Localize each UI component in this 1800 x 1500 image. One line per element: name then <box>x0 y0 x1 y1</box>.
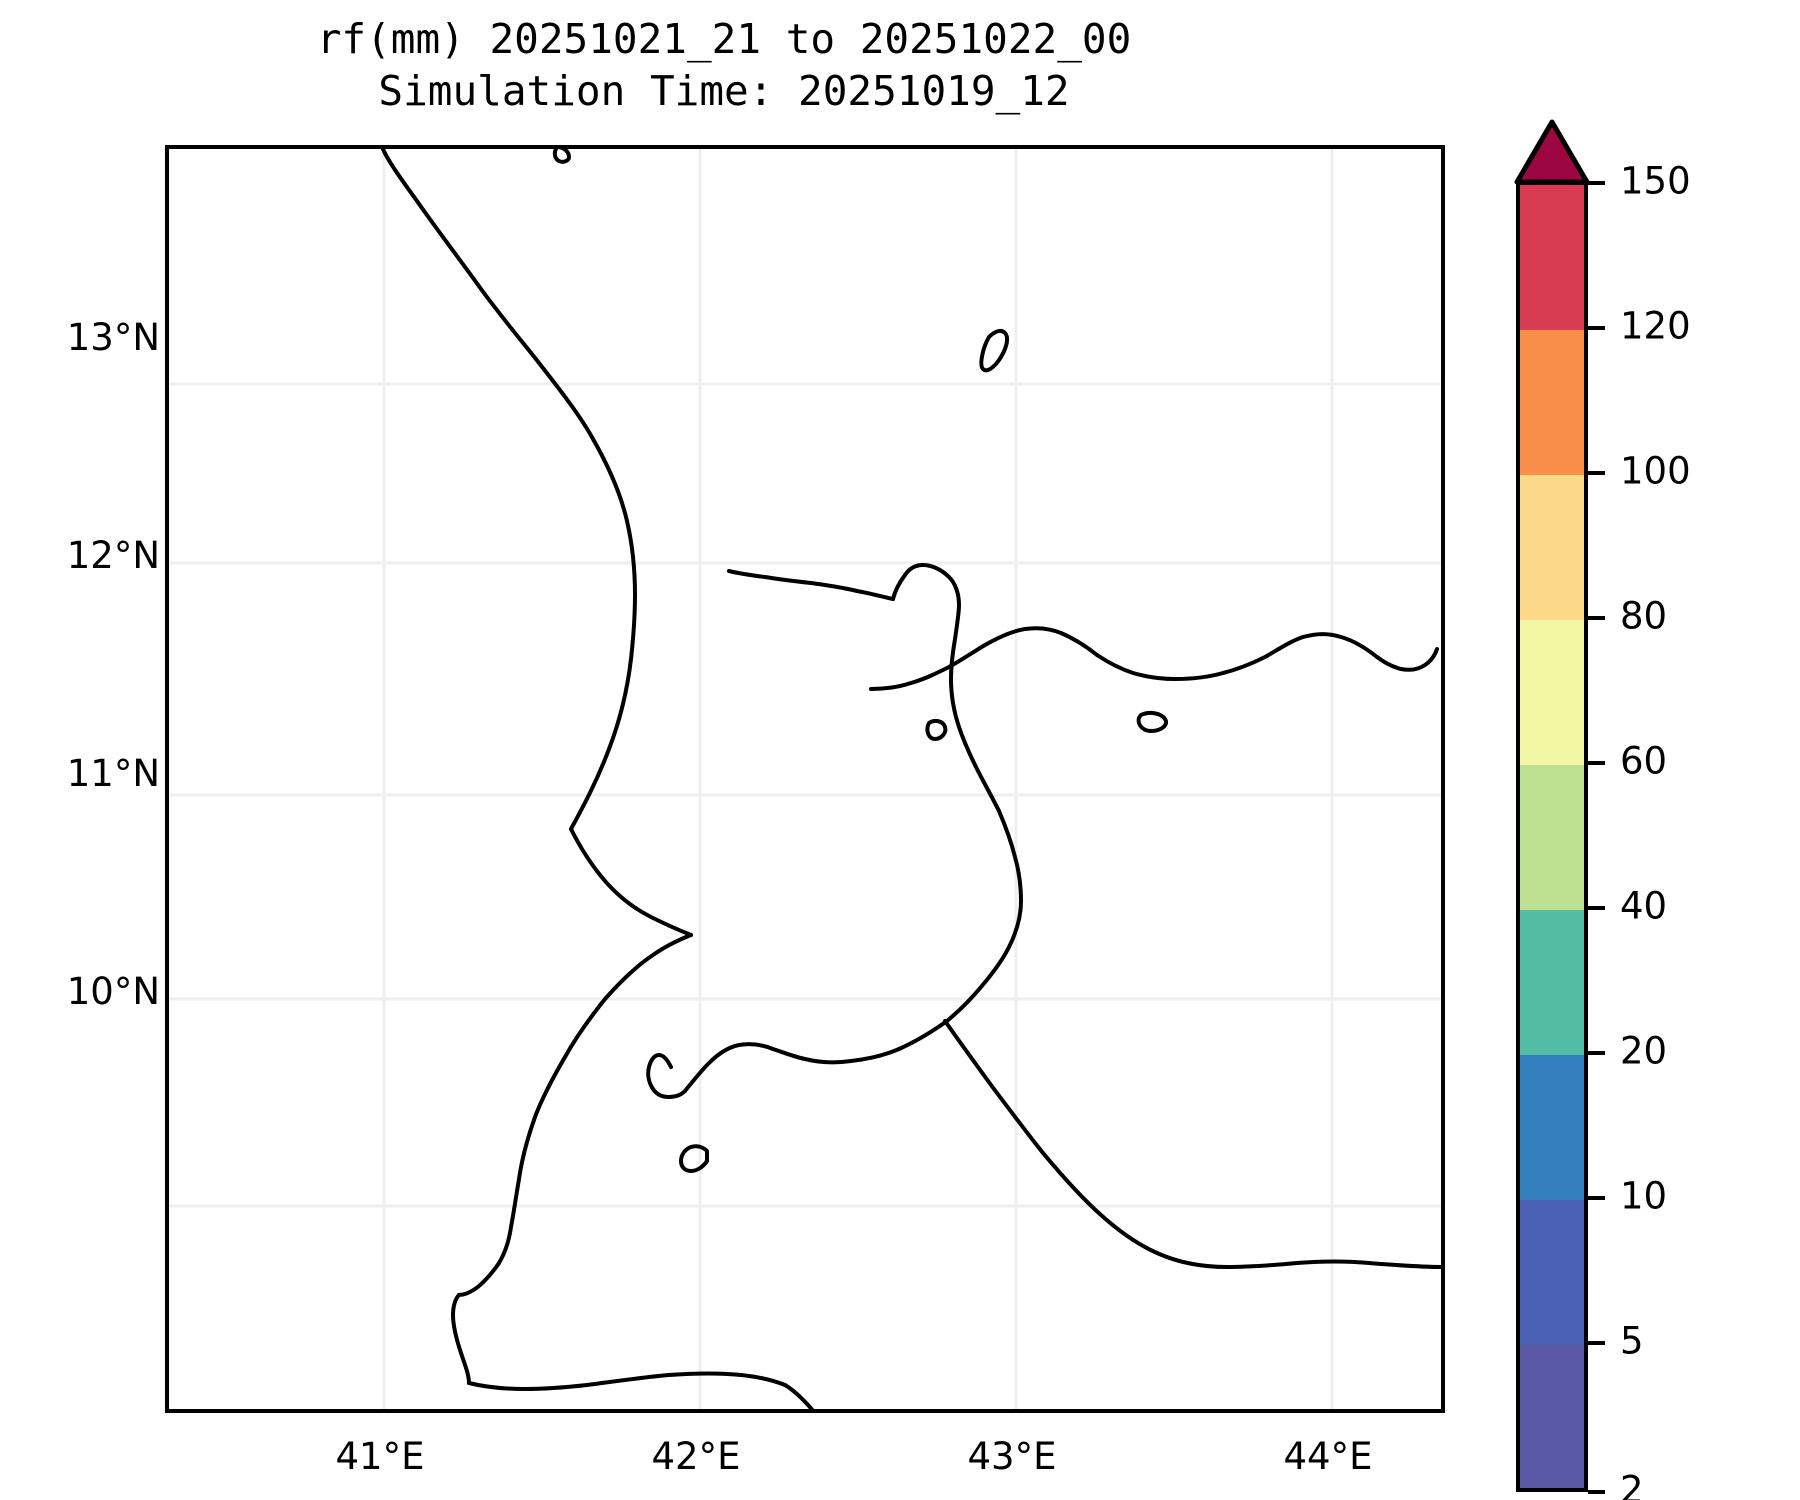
colorbar-tick-100 <box>1588 471 1605 475</box>
colorbar-tick-120 <box>1588 326 1605 330</box>
xtick-label-43E: 43°E <box>967 1435 1057 1478</box>
ytick-label-12N: 12°N <box>66 534 160 577</box>
colorbar-tick-10 <box>1588 1196 1605 1200</box>
colorbar-band-20-40 <box>1520 910 1584 1055</box>
colorbar-gradient-bar <box>1516 181 1588 1492</box>
border-ethiopia-somalia-east <box>943 1019 1441 1269</box>
colorbar-tick-20 <box>1588 1051 1605 1055</box>
colorbar-band-2-5 <box>1520 1345 1584 1488</box>
border-ethiopia-djibouti-south <box>467 1371 787 1391</box>
colorbar-band-60-80 <box>1520 620 1584 765</box>
colorbar-label-150: 150 <box>1620 159 1691 203</box>
coastline-djibouti-north <box>891 563 961 681</box>
colorbar-label-5: 5 <box>1620 1319 1644 1363</box>
island-aden-small <box>1136 710 1168 733</box>
colorbar-tick-80 <box>1588 616 1605 620</box>
map-geometry <box>169 149 1441 1409</box>
coastline-gulf-tadjoura-bay <box>683 1019 949 1093</box>
ytick-label-11N: 11°N <box>66 752 160 795</box>
colorbar-band-10-20 <box>1520 1055 1584 1200</box>
island-hanish <box>979 328 1010 373</box>
colorbar-label-120: 120 <box>1620 304 1691 348</box>
figure-title: rf(mm) 20251021_21 to 20251022_00 Simula… <box>0 14 1448 117</box>
border-djibouti-west <box>457 933 693 1297</box>
colorbar-label-20: 20 <box>1620 1029 1668 1073</box>
colorbar-band-120-150 <box>1520 185 1584 330</box>
coastline-paths <box>380 149 1441 1409</box>
island-bab-el-mandeb <box>925 718 948 741</box>
border-djibouti-southwest <box>451 1293 471 1385</box>
coastline-djibouti-east <box>945 677 1023 1023</box>
colorbar-tick-150 <box>1588 181 1605 185</box>
coastline-gulf-tadjoura-north <box>646 1053 687 1099</box>
colorbar-label-60: 60 <box>1620 739 1668 783</box>
map-plot-area <box>165 145 1445 1413</box>
xtick-label-42E: 42°E <box>651 1435 741 1478</box>
border-ethiopia-eritrea <box>569 827 693 937</box>
colorbar-band-40-60 <box>1520 765 1584 910</box>
title-line-primary: rf(mm) 20251021_21 to 20251022_00 <box>316 15 1132 63</box>
ytick-label-10N: 10°N <box>66 970 160 1013</box>
colorbar-label-80: 80 <box>1620 594 1668 638</box>
coastline-yemen-south <box>1095 632 1379 681</box>
gridlines <box>169 149 1441 1409</box>
colorbar-label-10: 10 <box>1620 1174 1668 1218</box>
xtick-label-41E: 41°E <box>335 1435 425 1478</box>
border-ethiopia-somaliland <box>783 1383 815 1409</box>
coastline-yemen-east <box>1375 647 1439 672</box>
colorbar-extend-arrow <box>1514 119 1590 185</box>
island-small-north <box>552 149 571 164</box>
colorbar-band-5-10 <box>1520 1200 1584 1345</box>
border-djibouti-eritrea <box>727 569 895 601</box>
colorbar-tick-2 <box>1588 1490 1605 1494</box>
coastline-somaliland-north <box>869 626 1099 691</box>
coastline-eritrea-red-sea <box>380 149 637 831</box>
colorbar-label-100: 100 <box>1620 449 1691 493</box>
colorbar: 150 120 100 80 60 40 20 10 5 2 <box>1514 119 1786 1500</box>
colorbar-label-40: 40 <box>1620 884 1668 928</box>
lake-abbe <box>679 1144 709 1173</box>
colorbar-band-80-100 <box>1520 475 1584 620</box>
colorbar-tick-60 <box>1588 761 1605 765</box>
ytick-label-13N: 13°N <box>66 316 160 359</box>
colorbar-tick-5 <box>1588 1341 1605 1345</box>
title-line-secondary: Simulation Time: 20251019_12 <box>378 66 1070 115</box>
colorbar-tick-40 <box>1588 906 1605 910</box>
colorbar-arrow-shape <box>1514 119 1590 185</box>
xtick-label-44E: 44°E <box>1283 1435 1373 1478</box>
colorbar-label-2: 2 <box>1620 1468 1644 1500</box>
colorbar-band-100-120 <box>1520 330 1584 475</box>
